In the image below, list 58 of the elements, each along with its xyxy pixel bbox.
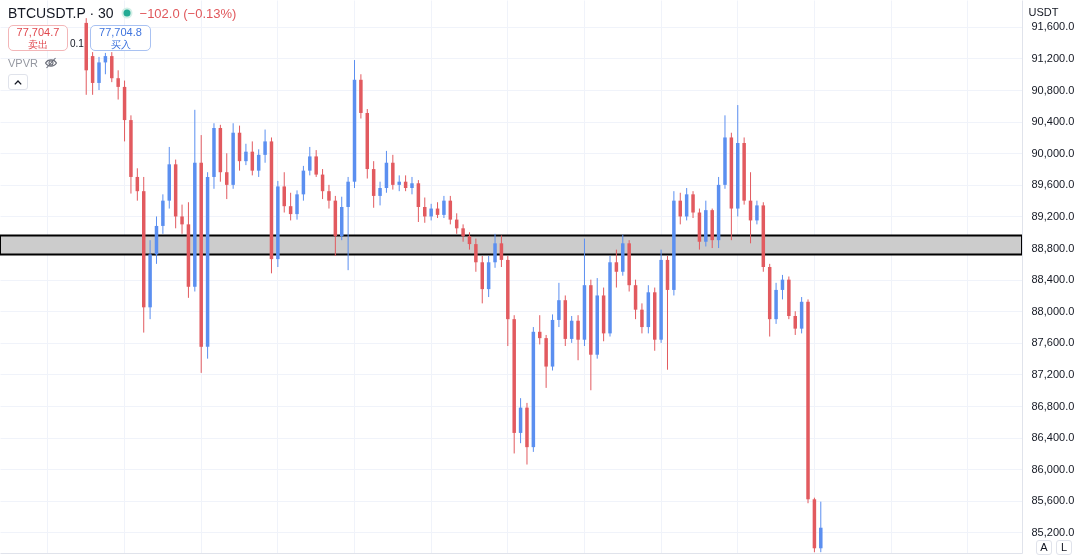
candlestick (110, 51, 114, 83)
candlestick (263, 129, 267, 164)
y-tick-label: 91,600.0 (1031, 20, 1075, 33)
toggle-button: A (1036, 540, 1052, 555)
candlestick (225, 152, 229, 200)
y-tick-label: 91,200.0 (1031, 51, 1075, 64)
annotation: 77,704.8 (99, 25, 142, 38)
candlestick (691, 190, 695, 219)
candlestick (557, 282, 561, 328)
candlestick (442, 195, 446, 219)
y-tick-label: 88,400.0 (1031, 273, 1075, 286)
candlestick (97, 56, 101, 91)
candlestick (282, 171, 286, 214)
y-tick-label: 90,800.0 (1031, 83, 1075, 96)
y-tick-label: 86,000.0 (1031, 462, 1075, 475)
sell-button: 77,704.7 卖出 (8, 25, 68, 51)
candlestick (614, 249, 619, 289)
candlestick (474, 238, 478, 273)
y-tick-label: 87,600.0 (1031, 336, 1075, 349)
y-tick-label: 89,600.0 (1031, 178, 1075, 191)
candlestick (244, 143, 248, 166)
y-tick-label: 85,600.0 (1031, 494, 1075, 507)
y-tick-label: 85,200.0 (1031, 525, 1075, 538)
annotation: 买入 (110, 38, 131, 50)
buy-button: 77,704.8 买入 (90, 25, 151, 51)
candlestick (295, 189, 299, 221)
candlestick (423, 197, 427, 224)
annotation: 77,704.7 (16, 25, 60, 38)
annotation: 0.1 (70, 38, 84, 49)
y-tick-label: 90,400.0 (1031, 115, 1075, 128)
y-axis-title: USDT (1028, 5, 1059, 18)
annotation: 卖出 (28, 38, 48, 50)
candlestick (314, 149, 318, 178)
candlestick (410, 176, 414, 195)
y-tick-label: 86,800.0 (1031, 399, 1075, 412)
candlestick (576, 314, 580, 361)
candlestick (793, 310, 797, 336)
chart-title: BTCUSDT.P · 30 (8, 5, 114, 21)
candlestick (461, 223, 465, 243)
y-tick-label: 88,000.0 (1031, 304, 1075, 317)
toggle-button: L (1056, 540, 1072, 555)
candlestick (755, 200, 759, 225)
annotation: −102.0 (−0.13%) (139, 5, 237, 21)
candlestick (378, 181, 382, 206)
y-tick-label: 86,400.0 (1031, 431, 1075, 444)
candlestick (308, 146, 312, 176)
y-tick-label: 90,000.0 (1031, 146, 1075, 159)
y-tick-label: 87,200.0 (1031, 367, 1075, 380)
candlestick (493, 233, 497, 269)
candlestick (327, 184, 331, 210)
candlestick (819, 501, 823, 553)
candlestick (640, 302, 644, 334)
candlestick (180, 204, 184, 235)
y-tick-label: 88,800.0 (1031, 241, 1075, 254)
y-tick-label: 89,200.0 (1031, 209, 1075, 222)
candlestick (391, 154, 395, 191)
candlestick (116, 69, 120, 101)
annotation: VPVR (8, 56, 38, 69)
